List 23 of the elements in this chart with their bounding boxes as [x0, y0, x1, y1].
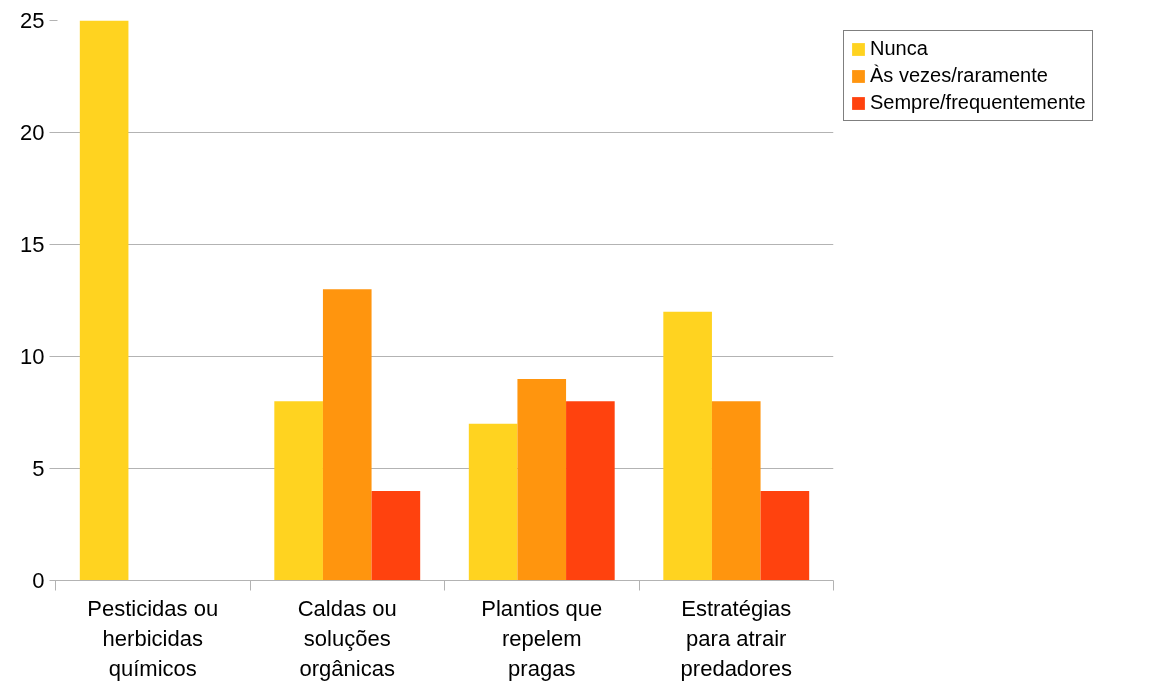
bar — [517, 378, 567, 581]
legend-label: Sempre/frequentemente — [870, 91, 1086, 114]
bar — [468, 423, 518, 581]
bar — [760, 490, 810, 581]
y-tick-label: 20 — [20, 120, 45, 145]
x-tick-label: Plantios que repelem pragas — [481, 595, 603, 681]
y-tick-label: 10 — [20, 344, 45, 369]
x-tick-label: Pesticidas ou herbicidas químicos — [87, 595, 219, 681]
legend-label: Nunca — [870, 37, 928, 60]
bar — [566, 401, 615, 581]
y-tick-label: 5 — [32, 456, 45, 481]
bar — [79, 20, 129, 581]
y-tick-label: 15 — [20, 232, 45, 257]
x-tick-label: Estratégias para atrair predadores — [680, 595, 792, 681]
bar — [371, 490, 421, 581]
bar — [663, 311, 712, 581]
y-tick-label: 25 — [20, 8, 45, 33]
bar — [711, 401, 761, 581]
y-tick-label: 0 — [32, 568, 45, 593]
legend-label: Às vezes/raramente — [870, 64, 1048, 87]
x-tick-label: Caldas ou soluções orgânicas — [297, 595, 397, 681]
bar — [322, 289, 372, 581]
bar — [274, 401, 323, 581]
